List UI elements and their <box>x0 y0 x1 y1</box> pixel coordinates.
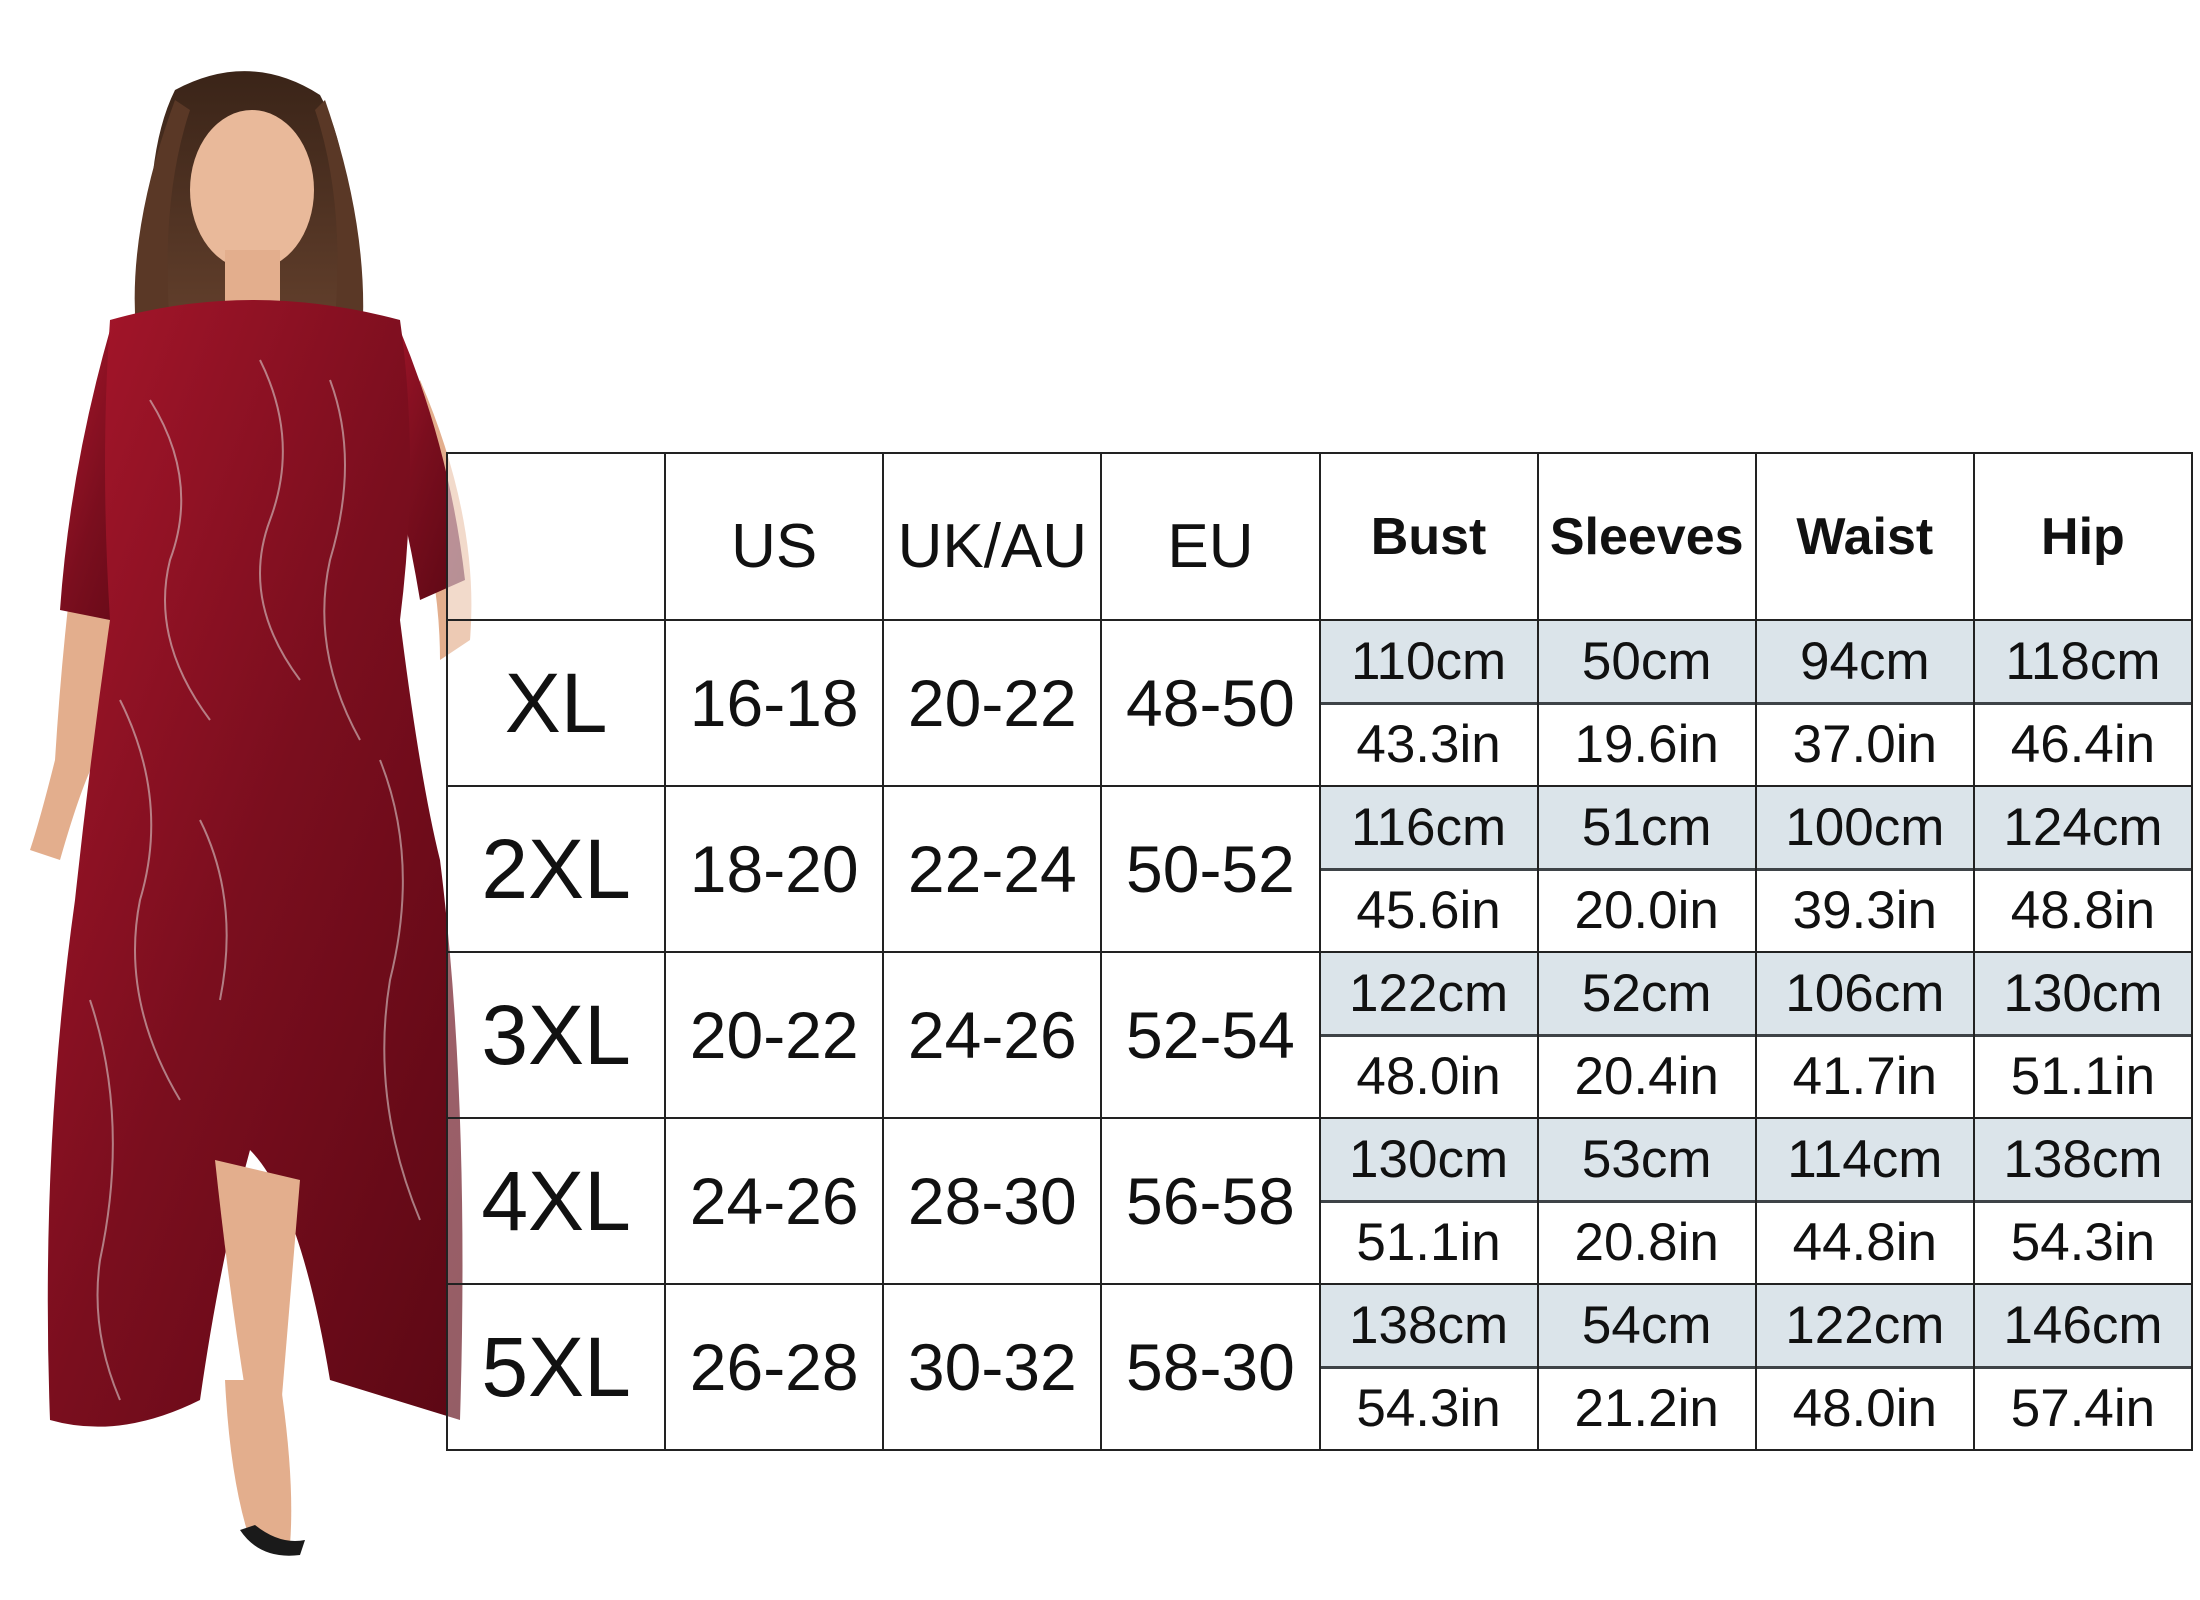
uk-au-size: 20-22 <box>884 621 1103 787</box>
sleeves-measure: 53cm 20.8in <box>1538 1119 1757 1285</box>
uk-au-size: 24-26 <box>884 953 1103 1119</box>
header-hip: Hip <box>1974 454 2193 621</box>
waist-cm: 94cm <box>1756 621 1973 705</box>
model-photo <box>0 0 490 1600</box>
bust-cm: 138cm <box>1320 1285 1537 1369</box>
bust-cm: 130cm <box>1320 1119 1537 1203</box>
waist-measure: 122cm 48.0in <box>1756 1285 1975 1451</box>
header-sleeves: Sleeves <box>1538 454 1757 621</box>
uk-au-size: 22-24 <box>884 787 1103 953</box>
hip-in: 48.8in <box>1974 870 2191 951</box>
bust-measure: 130cm 51.1in <box>1320 1119 1539 1285</box>
hip-cm: 124cm <box>1974 787 2191 871</box>
waist-in: 44.8in <box>1756 1202 1973 1283</box>
header-corner <box>448 454 667 621</box>
sleeves-cm: 50cm <box>1538 621 1755 705</box>
us-size: 24-26 <box>666 1119 885 1285</box>
size-label: 2XL <box>448 787 667 953</box>
bust-in: 45.6in <box>1320 870 1537 951</box>
us-size: 18-20 <box>666 787 885 953</box>
header-uk-au: UK/AU <box>884 454 1103 621</box>
size-label: 4XL <box>448 1119 667 1285</box>
sleeves-in: 19.6in <box>1538 704 1755 785</box>
hip-in: 57.4in <box>1974 1368 2191 1449</box>
bust-measure: 116cm 45.6in <box>1320 787 1539 953</box>
header-us: US <box>666 454 885 621</box>
us-size: 16-18 <box>666 621 885 787</box>
hip-cm: 118cm <box>1974 621 2191 705</box>
eu-size: 56-58 <box>1102 1119 1321 1285</box>
hip-measure: 138cm 54.3in <box>1974 1119 2193 1285</box>
sleeves-measure: 54cm 21.2in <box>1538 1285 1757 1451</box>
hip-measure: 124cm 48.8in <box>1974 787 2193 953</box>
bust-in: 48.0in <box>1320 1036 1537 1117</box>
us-size: 20-22 <box>666 953 885 1119</box>
waist-in: 48.0in <box>1756 1368 1973 1449</box>
sleeves-in: 21.2in <box>1538 1368 1755 1449</box>
hip-in: 51.1in <box>1974 1036 2191 1117</box>
header-waist: Waist <box>1756 454 1975 621</box>
size-label: 3XL <box>448 953 667 1119</box>
bust-cm: 110cm <box>1320 621 1537 705</box>
hip-measure: 130cm 51.1in <box>1974 953 2193 1119</box>
sleeves-cm: 54cm <box>1538 1285 1755 1369</box>
waist-cm: 106cm <box>1756 953 1973 1037</box>
waist-measure: 106cm 41.7in <box>1756 953 1975 1119</box>
waist-cm: 122cm <box>1756 1285 1973 1369</box>
waist-measure: 114cm 44.8in <box>1756 1119 1975 1285</box>
sleeves-measure: 50cm 19.6in <box>1538 621 1757 787</box>
size-label: XL <box>448 621 667 787</box>
size-chart-table: US UK/AU EU Bust Sleeves Waist Hip XL 16… <box>446 452 2193 1451</box>
waist-measure: 94cm 37.0in <box>1756 621 1975 787</box>
bust-in: 54.3in <box>1320 1368 1537 1449</box>
sleeves-in: 20.8in <box>1538 1202 1755 1283</box>
bust-measure: 138cm 54.3in <box>1320 1285 1539 1451</box>
hip-in: 54.3in <box>1974 1202 2191 1283</box>
hip-cm: 146cm <box>1974 1285 2191 1369</box>
bust-in: 43.3in <box>1320 704 1537 785</box>
sleeves-cm: 52cm <box>1538 953 1755 1037</box>
bust-cm: 122cm <box>1320 953 1537 1037</box>
bust-measure: 110cm 43.3in <box>1320 621 1539 787</box>
sleeves-measure: 52cm 20.4in <box>1538 953 1757 1119</box>
header-eu: EU <box>1102 454 1321 621</box>
header-bust: Bust <box>1320 454 1539 621</box>
bust-cm: 116cm <box>1320 787 1537 871</box>
bust-in: 51.1in <box>1320 1202 1537 1283</box>
bust-measure: 122cm 48.0in <box>1320 953 1539 1119</box>
waist-in: 41.7in <box>1756 1036 1973 1117</box>
hip-measure: 146cm 57.4in <box>1974 1285 2193 1451</box>
sleeves-in: 20.4in <box>1538 1036 1755 1117</box>
sleeves-measure: 51cm 20.0in <box>1538 787 1757 953</box>
hip-cm: 130cm <box>1974 953 2191 1037</box>
sleeves-cm: 51cm <box>1538 787 1755 871</box>
waist-cm: 114cm <box>1756 1119 1973 1203</box>
hip-cm: 138cm <box>1974 1119 2191 1203</box>
waist-measure: 100cm 39.3in <box>1756 787 1975 953</box>
uk-au-size: 30-32 <box>884 1285 1103 1451</box>
eu-size: 50-52 <box>1102 787 1321 953</box>
hip-in: 46.4in <box>1974 704 2191 785</box>
us-size: 26-28 <box>666 1285 885 1451</box>
eu-size: 52-54 <box>1102 953 1321 1119</box>
waist-in: 39.3in <box>1756 870 1973 951</box>
waist-cm: 100cm <box>1756 787 1973 871</box>
size-label: 5XL <box>448 1285 667 1451</box>
waist-in: 37.0in <box>1756 704 1973 785</box>
sleeves-cm: 53cm <box>1538 1119 1755 1203</box>
eu-size: 48-50 <box>1102 621 1321 787</box>
uk-au-size: 28-30 <box>884 1119 1103 1285</box>
hip-measure: 118cm 46.4in <box>1974 621 2193 787</box>
sleeves-in: 20.0in <box>1538 870 1755 951</box>
eu-size: 58-30 <box>1102 1285 1321 1451</box>
